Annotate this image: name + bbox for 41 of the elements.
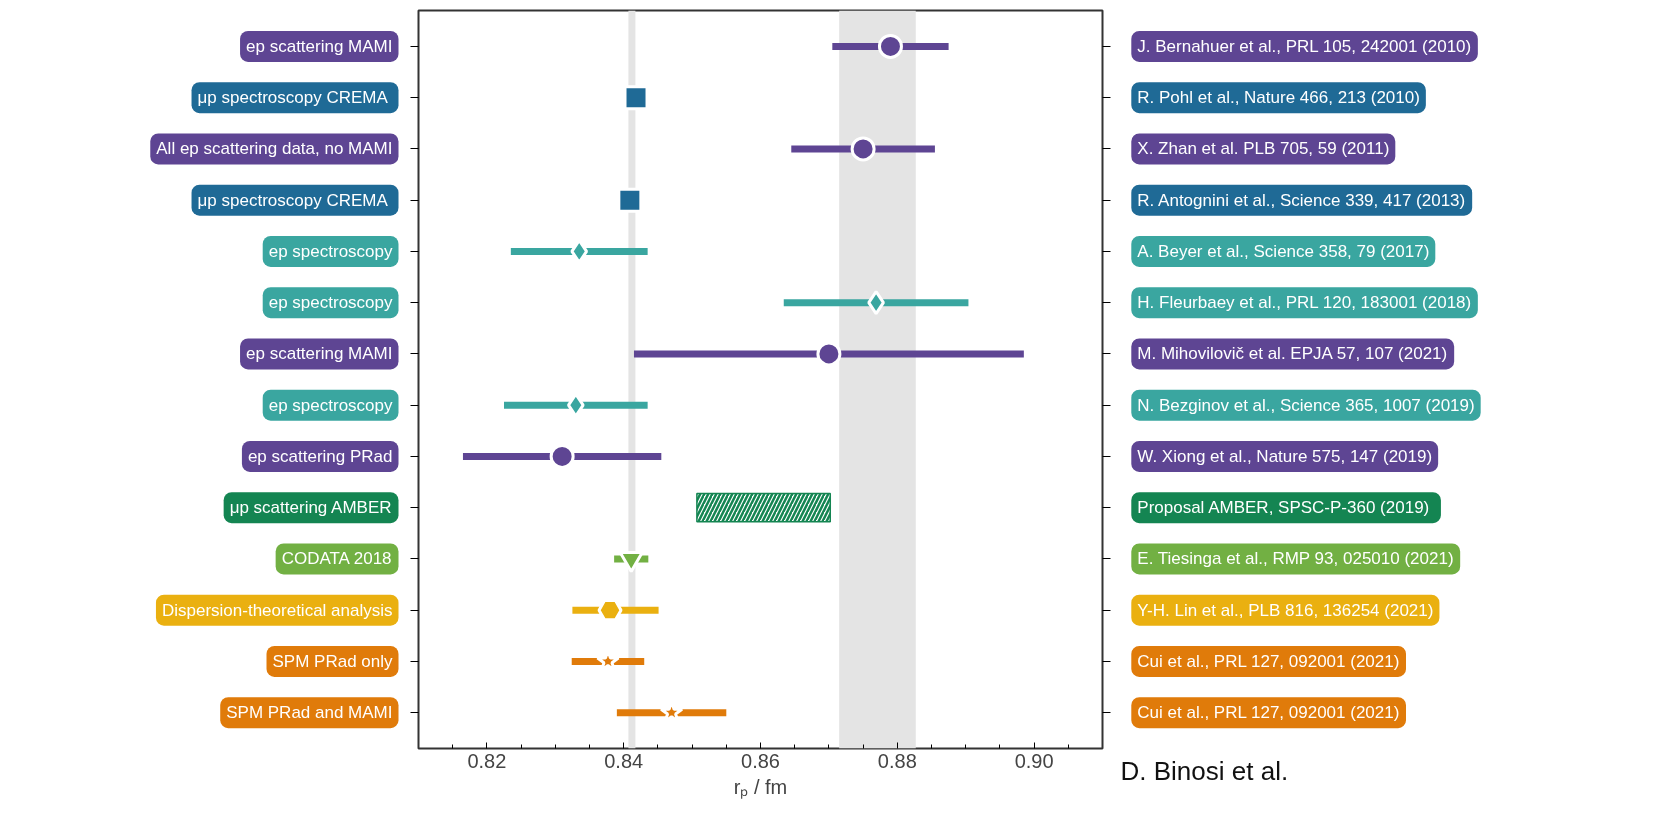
x-tick-label: 0.82 [467, 749, 507, 772]
y2-tick-label: A. Beyer et al., Science 358, 79 (2017) [1137, 241, 1430, 261]
x-tick-label: 0.86 [741, 749, 780, 772]
y2-tick-label: M. Mihovilovič et al. EPJA 57, 107 (2021) [1137, 344, 1448, 364]
y2-tick-label: W. Xiong et al., Nature 575, 147 (2019) [1137, 446, 1433, 466]
text: D. Binosi et al. [1120, 755, 1289, 786]
y-tick-label: ep scattering MAMI [246, 36, 393, 56]
y2-tick-label: Proposal AMBER, SPSC-P-360 (2019) [1137, 498, 1430, 518]
point [850, 136, 876, 162]
x-tick-label: 0.84 [604, 749, 644, 772]
y2-tick-label: N. Bezginov et al., Science 365, 1007 (2019) [1137, 395, 1475, 415]
y2-tick-label: Y-H. Lin et al., PLB 816, 136254 (2021) [1137, 600, 1434, 620]
y-tick-label: μp spectroscopy CREMA [197, 190, 389, 210]
y-tick-label: ep spectroscopy [268, 395, 393, 415]
y-tick-label: μp spectroscopy CREMA [197, 88, 389, 108]
y2-tick-label: R. Antognini et al., Science 339, 417 (2013) [1137, 190, 1466, 210]
y-tick-label: CODATA 2018 [281, 549, 392, 569]
point [597, 599, 623, 622]
y-tick-label: μp scattering AMBER [229, 498, 392, 518]
y-tick-label: SPM PRad and MAMI [226, 703, 393, 723]
y2-tick-label: R. Pohl et al., Nature 466, 213 (2010) [1137, 88, 1420, 108]
y2-tick-label: X. Zhan et al. PLB 705, 59 (2011) [1137, 139, 1390, 159]
y-tick-label: SPM PRad only [272, 651, 393, 671]
y-tick-label: All ep scattering data, no MAMI [156, 139, 393, 159]
y-tick-label: ep spectroscopy [268, 241, 393, 261]
y-tick-label: ep scattering MAMI [246, 344, 393, 364]
point [877, 33, 903, 59]
y-tick-label: ep spectroscopy [268, 293, 393, 313]
y2-tick-label: Cui et al., PRL 127, 092001 (2021) [1137, 703, 1400, 723]
y2-tick-label: Cui et al., PRL 127, 092001 (2021) [1137, 651, 1400, 671]
x-tick-label: 0.88 [877, 749, 917, 772]
point [623, 85, 649, 111]
point [617, 187, 643, 213]
y2-tick-label: H. Fleurbaey et al., PRL 120, 183001 (2018) [1137, 293, 1472, 313]
x-tick-label: 0.90 [1014, 749, 1054, 772]
y2-tick-label: E. Tiesinga et al., RMP 93, 025010 (2021) [1137, 549, 1454, 569]
y2-tick-label: J. Bernahuer et al., PRL 105, 242001 (2010) [1137, 36, 1472, 56]
y-tick-label: Dispersion-theoretical analysis [161, 600, 393, 620]
x-axis-title: rₚ / fm [733, 775, 788, 799]
point [816, 341, 842, 367]
y-tick-label: ep scattering PRad [247, 446, 393, 466]
